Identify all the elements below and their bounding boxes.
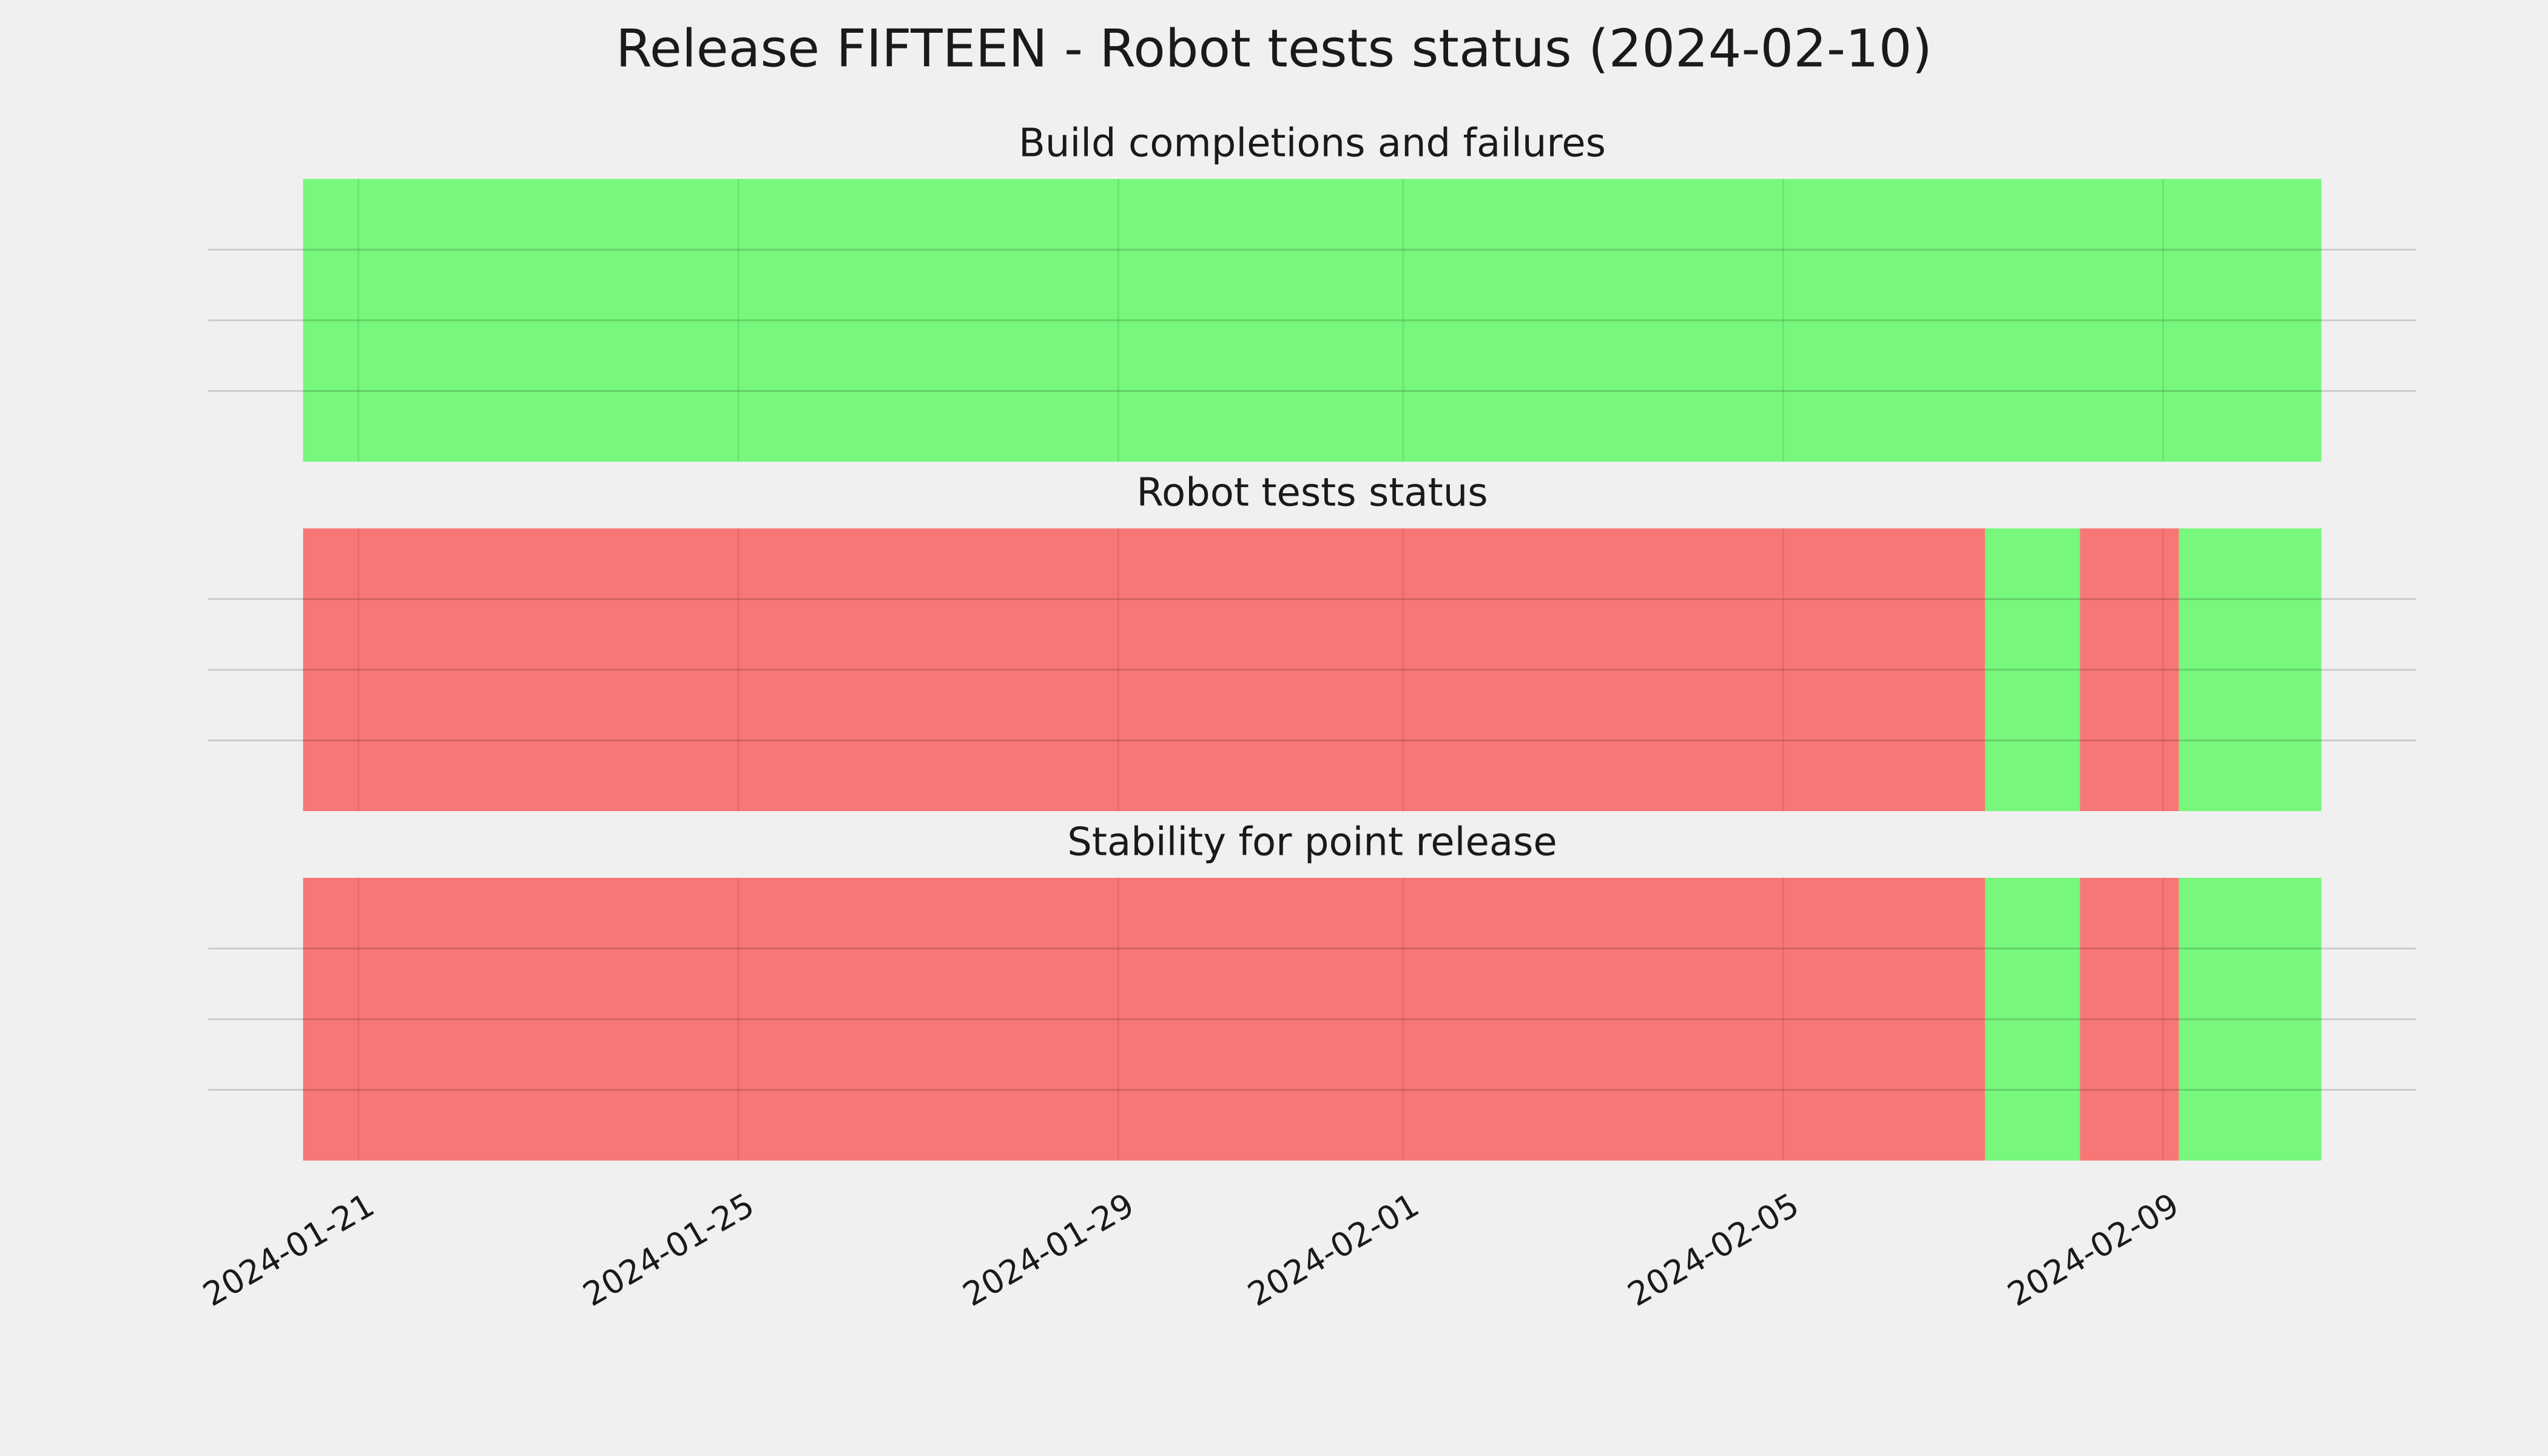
status-span: [1984, 878, 2080, 1161]
status-span: [303, 878, 1985, 1161]
chart-title: Release FIFTEEN - Robot tests status (20…: [616, 18, 1932, 79]
status-span: [2080, 878, 2179, 1161]
status-span: [1984, 528, 2080, 811]
panel-title: Stability for point release: [1067, 820, 1557, 865]
panel-title: Robot tests status: [1136, 471, 1488, 516]
status-span: [303, 528, 1985, 811]
status-span: [2080, 528, 2179, 811]
status-span: [2179, 878, 2322, 1161]
panel-title: Build completions and failures: [1019, 121, 1606, 166]
status-span: [2179, 528, 2322, 811]
status-span: [303, 179, 2322, 462]
